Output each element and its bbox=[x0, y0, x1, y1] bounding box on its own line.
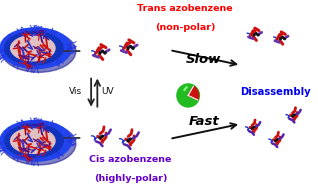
Text: (highly-polar): (highly-polar) bbox=[94, 174, 167, 183]
Circle shape bbox=[101, 135, 104, 137]
Text: UV: UV bbox=[101, 87, 114, 96]
Circle shape bbox=[101, 50, 104, 52]
Ellipse shape bbox=[2, 30, 76, 72]
Ellipse shape bbox=[4, 32, 63, 65]
Polygon shape bbox=[188, 86, 198, 100]
Circle shape bbox=[253, 34, 255, 36]
Circle shape bbox=[257, 34, 259, 36]
Ellipse shape bbox=[0, 28, 72, 68]
Circle shape bbox=[132, 47, 134, 49]
Text: (non-polar): (non-polar) bbox=[155, 23, 215, 32]
Ellipse shape bbox=[0, 121, 72, 161]
Circle shape bbox=[129, 138, 132, 140]
Ellipse shape bbox=[11, 36, 55, 61]
Circle shape bbox=[255, 33, 257, 34]
Ellipse shape bbox=[2, 123, 76, 165]
Circle shape bbox=[294, 114, 295, 116]
Circle shape bbox=[277, 139, 278, 140]
Text: Trans azobenzene: Trans azobenzene bbox=[137, 4, 233, 13]
Circle shape bbox=[284, 38, 286, 40]
Text: Slow: Slow bbox=[186, 53, 221, 66]
Circle shape bbox=[99, 137, 101, 139]
Ellipse shape bbox=[177, 84, 199, 107]
Text: Cis azobenzene: Cis azobenzene bbox=[89, 155, 172, 164]
Circle shape bbox=[127, 47, 129, 49]
Circle shape bbox=[282, 36, 283, 38]
Circle shape bbox=[104, 52, 106, 54]
Circle shape bbox=[253, 126, 255, 128]
Text: Vis: Vis bbox=[69, 87, 82, 96]
Text: Disassembly: Disassembly bbox=[240, 87, 311, 97]
Ellipse shape bbox=[4, 124, 63, 157]
Circle shape bbox=[280, 38, 281, 40]
Circle shape bbox=[292, 115, 293, 117]
Circle shape bbox=[129, 46, 132, 47]
Circle shape bbox=[251, 128, 253, 129]
Circle shape bbox=[275, 140, 276, 142]
Text: Fast: Fast bbox=[188, 115, 219, 128]
Circle shape bbox=[99, 52, 101, 54]
Ellipse shape bbox=[11, 128, 55, 153]
Circle shape bbox=[127, 140, 129, 142]
